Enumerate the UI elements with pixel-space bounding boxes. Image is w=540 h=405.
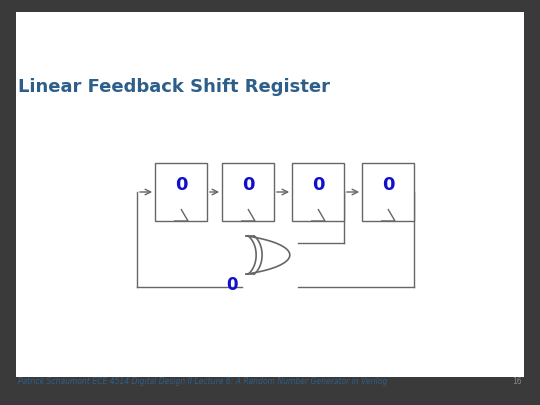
Text: 0: 0 bbox=[226, 276, 238, 294]
Text: Patrick Schaumont ECE 4514 Digital Design II Lecture 6: A Random Number Generato: Patrick Schaumont ECE 4514 Digital Desig… bbox=[18, 377, 387, 386]
Text: Linear Feedback Shift Register: Linear Feedback Shift Register bbox=[18, 78, 330, 96]
Bar bbox=[292, 163, 344, 221]
Text: 0: 0 bbox=[175, 176, 187, 194]
Bar bbox=[155, 163, 207, 221]
Bar bbox=[222, 163, 274, 221]
Text: 16: 16 bbox=[512, 377, 522, 386]
Bar bbox=[362, 163, 414, 221]
Text: 0: 0 bbox=[382, 176, 394, 194]
Text: 0: 0 bbox=[312, 176, 324, 194]
Text: 0: 0 bbox=[242, 176, 254, 194]
